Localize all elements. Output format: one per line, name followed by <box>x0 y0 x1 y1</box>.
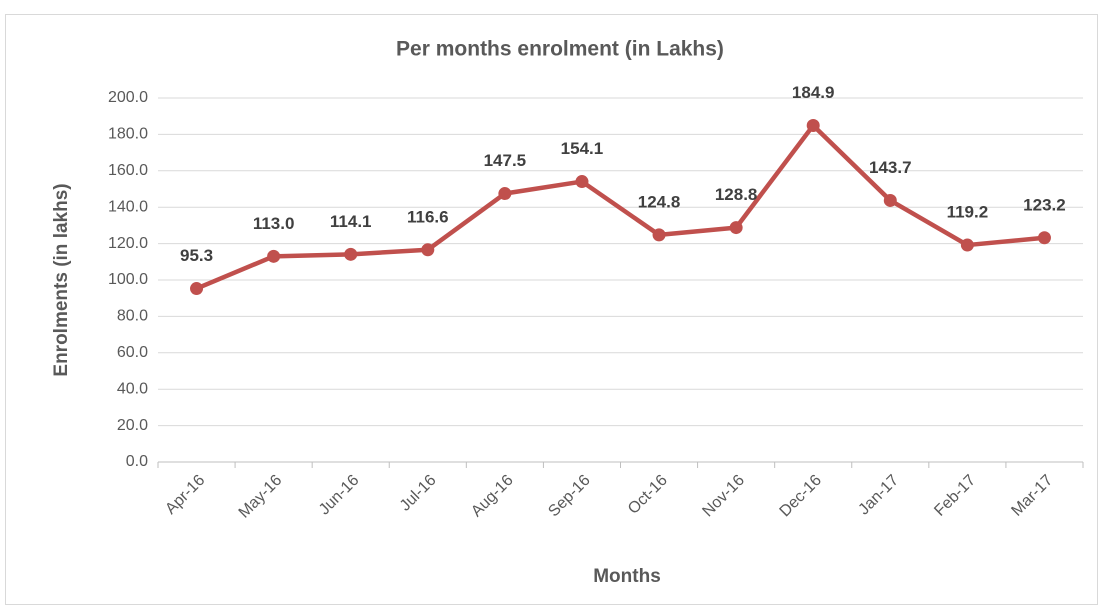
data-point <box>421 243 435 257</box>
y-tick-label: 80.0 <box>117 308 148 325</box>
data-label: 119.2 <box>947 203 989 222</box>
data-label: 143.7 <box>869 158 912 177</box>
data-label: 95.3 <box>180 246 213 265</box>
data-point <box>729 221 743 235</box>
data-label: 184.9 <box>792 83 835 102</box>
y-axis-title: Enrolments (in lakhs) <box>51 183 72 376</box>
data-label: 154.1 <box>561 139 604 158</box>
data-label: 128.8 <box>715 185 758 204</box>
y-tick-label: 100.0 <box>108 271 148 288</box>
data-point <box>344 247 358 261</box>
y-tick-label: 140.0 <box>108 198 148 215</box>
data-point <box>960 238 974 252</box>
y-tick-label: 60.0 <box>117 344 148 361</box>
data-label: 114.1 <box>330 212 372 231</box>
y-tick-label: 180.0 <box>108 126 148 143</box>
y-tick-label: 160.0 <box>108 162 148 179</box>
data-point <box>190 282 204 296</box>
data-point <box>806 118 820 132</box>
y-tick-label: 0.0 <box>126 453 148 470</box>
data-point <box>652 228 666 242</box>
data-point <box>267 249 281 263</box>
data-label: 147.5 <box>484 151 527 170</box>
data-point <box>575 175 589 189</box>
data-label: 124.8 <box>638 192 681 211</box>
chart-title: Per months enrolment (in Lakhs) <box>396 38 724 61</box>
data-point <box>1037 231 1051 245</box>
data-label: 113.0 <box>253 214 295 233</box>
data-point <box>883 193 897 207</box>
data-label: 116.6 <box>407 207 449 226</box>
data-point <box>498 187 512 201</box>
chart-border <box>5 14 1098 605</box>
y-tick-label: 200.0 <box>108 89 148 106</box>
data-label: 123.2 <box>1023 195 1066 214</box>
x-axis-title: Months <box>593 566 661 587</box>
y-tick-label: 20.0 <box>117 417 148 434</box>
y-tick-label: 120.0 <box>108 235 148 252</box>
y-tick-label: 40.0 <box>117 380 148 397</box>
data-line <box>195 123 1045 291</box>
